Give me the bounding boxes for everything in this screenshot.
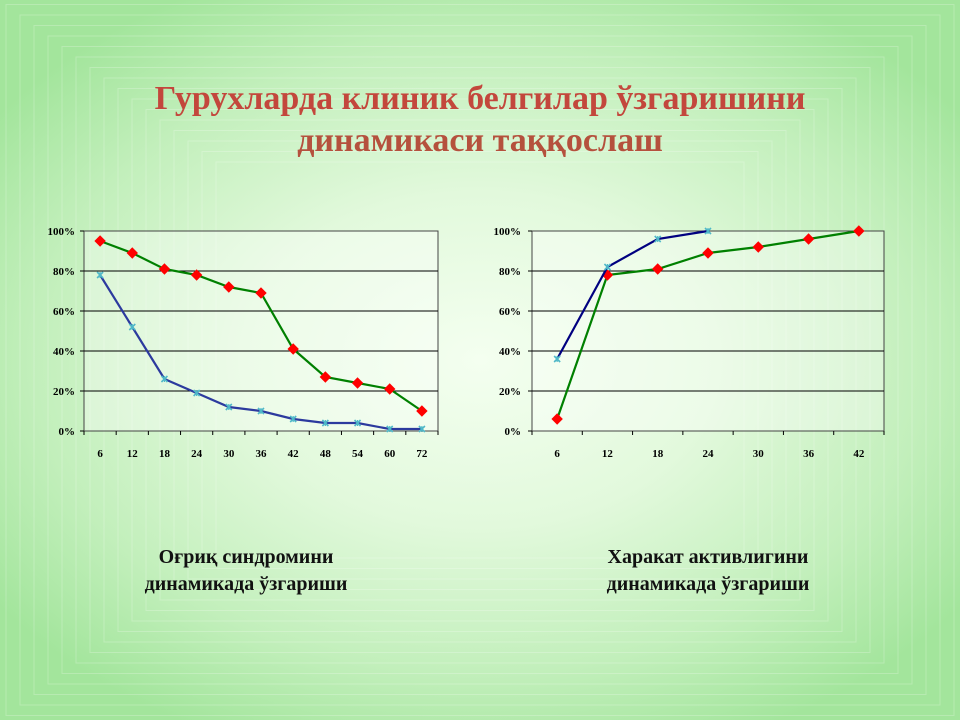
data-point-diamond (551, 413, 563, 425)
right-caption-line-1: Харакат активлигини (607, 546, 809, 568)
slide-title-line-2: динамикаси таққослаш (297, 122, 663, 159)
frame-line (173, 130, 787, 590)
frame-line (19, 14, 941, 706)
data-point-star (704, 227, 712, 235)
y-tick-label: 60% (53, 306, 75, 318)
right-chart: 0% 20% 40% 60% 80% 100% 6 12 18 24 30 36 42 (494, 225, 885, 460)
data-point-diamond (255, 287, 267, 299)
data-point-star (418, 425, 426, 433)
data-point-star (353, 419, 362, 427)
data-point-star (193, 389, 201, 397)
x-tick-label: 36 (803, 448, 815, 460)
left-caption-line-2: динамикада ўзгариши (144, 573, 348, 595)
frame-line (89, 67, 871, 653)
x-tick-label: 72 (416, 448, 428, 460)
data-point-star (603, 263, 611, 271)
y-tick-label: 0% (59, 426, 76, 438)
data-point-diamond (319, 371, 332, 383)
right-chart-caption: Харакат активлигини динамикада ўзгариши (528, 544, 888, 598)
x-tick-label: 6 (554, 448, 560, 460)
left-chart-plot-area (83, 230, 439, 432)
data-point-diamond (853, 225, 865, 237)
data-point-diamond (351, 377, 364, 389)
frame-line (5, 4, 955, 716)
frame-line (47, 35, 913, 685)
data-point-star (289, 415, 297, 423)
right-chart-series-2-line (556, 229, 709, 360)
data-point-diamond (223, 281, 235, 293)
frame-line (187, 140, 773, 580)
frame-line (201, 151, 759, 569)
data-point-star (257, 407, 265, 415)
x-tick-label: 24 (703, 448, 715, 460)
frame-line (145, 109, 815, 611)
y-tick-label: 20% (499, 386, 521, 398)
x-tick-label: 60 (384, 448, 396, 460)
data-point-diamond (752, 241, 764, 253)
data-point-star (386, 425, 394, 433)
x-tick-label: 48 (320, 448, 332, 460)
left-chart: 0% 20% 40% 60% 80% 100% 6 12 18 24 30 36 42 48 54 60 72 (48, 226, 439, 460)
right-caption-line-2: динамикада ўзгариши (606, 573, 810, 595)
data-point-diamond (652, 263, 664, 275)
y-tick-label: 60% (499, 306, 521, 318)
y-tick-label: 40% (499, 346, 521, 358)
data-point-diamond (94, 235, 106, 247)
x-tick-label: 42 (288, 448, 300, 460)
frame-line (131, 98, 829, 622)
left-caption-line-1: Оғриқ синдромини (158, 546, 334, 568)
x-tick-label: 6 (97, 448, 103, 460)
data-point-diamond (416, 405, 428, 417)
x-tick-label: 30 (753, 448, 765, 460)
frame-line (61, 46, 899, 674)
y-tick-label: 80% (499, 266, 521, 278)
frame-line (117, 88, 843, 632)
y-tick-label: 40% (53, 346, 75, 358)
data-point-star (321, 419, 329, 427)
x-tick-label: 30 (223, 448, 235, 460)
y-tick-label: 100% (494, 226, 522, 238)
data-point-diamond (158, 263, 171, 275)
x-tick-label: 12 (602, 448, 614, 460)
data-point-star (654, 235, 662, 243)
data-point-star (553, 355, 561, 363)
left-chart-caption: Оғриқ синдромини динамикада ўзгариши (66, 544, 426, 598)
data-point-star (128, 323, 136, 331)
data-point-star (96, 271, 104, 279)
data-point-diamond (190, 269, 203, 281)
data-point-diamond (384, 383, 396, 395)
slide-title-line-1: Гурухларда клиник белгилар ўзгаришини (154, 80, 806, 117)
data-point-star (160, 375, 169, 383)
frame-line (103, 77, 857, 643)
x-tick-label: 54 (352, 448, 364, 460)
data-point-diamond (802, 233, 815, 245)
y-tick-label: 0% (505, 426, 522, 438)
data-point-diamond (702, 247, 714, 259)
x-tick-label: 42 (853, 448, 865, 460)
x-tick-label: 36 (256, 448, 268, 460)
y-tick-label: 80% (53, 266, 75, 278)
data-point-diamond (126, 247, 138, 259)
x-tick-label: 18 (159, 448, 171, 460)
y-tick-label: 100% (48, 226, 76, 238)
y-tick-label: 20% (53, 386, 75, 398)
data-point-star (225, 403, 233, 411)
frame-line (33, 25, 927, 695)
x-tick-label: 12 (127, 448, 139, 460)
frame-line (215, 161, 745, 559)
right-chart-plot-area (531, 230, 885, 432)
x-tick-label: 24 (191, 448, 203, 460)
x-tick-label: 18 (652, 448, 664, 460)
slide-title: Гурухларда клиник белгилар ўзгаришини ди… (0, 78, 960, 162)
frame-line (159, 119, 801, 601)
data-point-diamond (287, 343, 299, 355)
